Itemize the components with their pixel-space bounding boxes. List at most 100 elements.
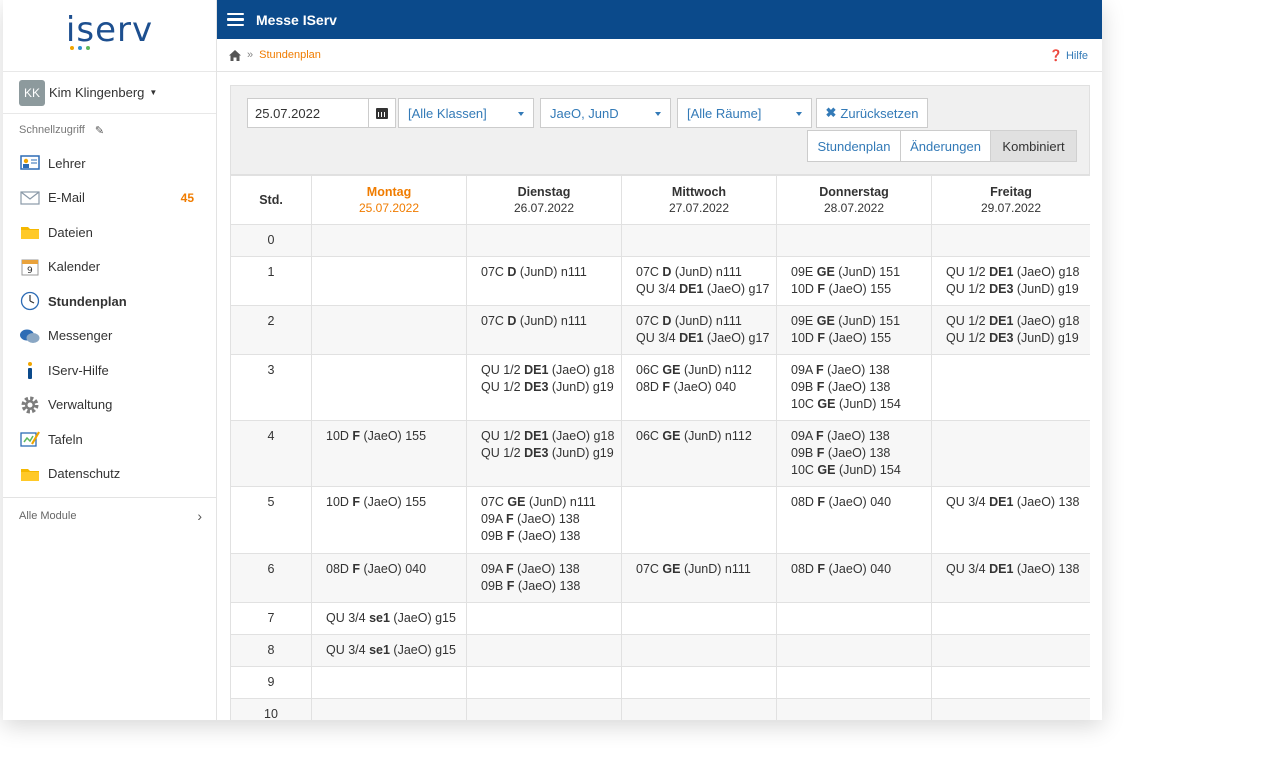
sidebar-item-tafeln[interactable]: Tafeln [3,422,216,457]
help-link[interactable]: ❓ Hilfe [1049,49,1088,62]
lesson-entry[interactable]: QU 3/4 se1 (JaeO) g15 [326,611,456,625]
lesson-entry[interactable]: QU 3/4 DE1 (JaeO) 138 [946,562,1080,576]
sidebar-item-iserv-hilfe[interactable]: IServ-Hilfe [3,353,216,388]
lesson-entry[interactable]: QU 1/2 DE1 (JaeO) g18 [481,363,615,377]
calendar-button[interactable] [368,98,396,128]
lesson-entry[interactable]: 09B F (JaeO) 138 [481,579,581,593]
lesson-cell-mittwoch[interactable]: 07C GE (JunD) n111 [621,553,777,603]
lesson-cell-donnerstag[interactable]: 08D F (JaeO) 040 [776,553,932,603]
lesson-entry[interactable]: QU 3/4 DE1 (JaeO) g17 [636,282,770,296]
reset-button[interactable]: ✖ Zurücksetzen [816,98,928,128]
view-stundenplan-button[interactable]: Stundenplan [807,130,901,162]
lesson-cell-donnerstag[interactable]: 09E GE (JunD) 151 10D F (JaeO) 155 [776,305,932,355]
lesson-entry[interactable]: 08D F (JaeO) 040 [636,380,737,394]
sidebar-item-dateien[interactable]: Dateien [3,215,216,250]
lesson-entry[interactable]: 09B F (JaeO) 138 [481,529,581,543]
lesson-entry[interactable]: 09A F (JaeO) 138 [791,363,890,377]
sidebar-item-lehrer[interactable]: Lehrer [3,146,216,181]
lesson-entry[interactable]: 09A F (JaeO) 138 [481,562,580,576]
lesson-cell-mittwoch[interactable]: 07C D (JunD) n111 QU 3/4 DE1 (JaeO) g17 [621,256,777,306]
lesson-entry[interactable]: 09E GE (JunD) 151 [791,314,901,328]
lesson-entry[interactable]: 07C D (JunD) n111 [636,314,742,328]
day-header-mittwoch[interactable]: Mittwoch 27.07.2022 [621,175,777,225]
lesson-entry[interactable]: 07C D (JunD) n111 [481,265,587,279]
lesson-entry[interactable]: 09A F (JaeO) 138 [481,512,580,526]
lesson-entry[interactable]: 08D F (JaeO) 040 [791,562,892,576]
user-menu[interactable]: KK Kim Klingenberg ▼ [3,72,216,114]
lesson-entry[interactable]: QU 1/2 DE3 (JunD) g19 [946,282,1079,296]
lesson-entry[interactable]: 07C GE (JunD) n111 [636,562,751,576]
lesson-cell-montag[interactable]: 10D F (JaeO) 155 [311,420,467,487]
day-header-dienstag[interactable]: Dienstag 26.07.2022 [466,175,622,225]
lesson-entry[interactable]: 08D F (JaeO) 040 [326,562,427,576]
day-header-freitag[interactable]: Freitag 29.07.2022 [931,175,1090,225]
lesson-cell-donnerstag[interactable]: 09A F (JaeO) 138 09B F (JaeO) 138 10C GE (… [776,354,932,421]
lesson-entry[interactable]: 10D F (JaeO) 155 [326,429,427,443]
lesson-entry[interactable]: QU 3/4 se1 (JaeO) g15 [326,643,456,657]
lesson-cell-dienstag[interactable]: 07C D (JunD) n111 [466,305,622,355]
lesson-cell-montag[interactable]: QU 3/4 se1 (JaeO) g15 [311,602,467,635]
lesson-entry[interactable]: 10C GE (JunD) 154 [791,463,901,477]
lesson-cell-dienstag[interactable]: QU 1/2 DE1 (JaeO) g18 QU 1/2 DE3 (JunD) g… [466,354,622,421]
lesson-entry[interactable]: 10D F (JaeO) 155 [326,495,427,509]
lesson-entry[interactable]: QU 1/2 DE1 (JaeO) g18 [946,265,1080,279]
lesson-cell-donnerstag[interactable]: 09E GE (JunD) 151 10D F (JaeO) 155 [776,256,932,306]
lesson-entry[interactable]: 07C GE (JunD) n111 [481,495,596,509]
lesson-entry[interactable]: QU 1/2 DE3 (JunD) g19 [481,380,614,394]
lesson-cell-donnerstag[interactable]: 09A F (JaeO) 138 09B F (JaeO) 138 10C GE (… [776,420,932,487]
lesson-entry[interactable]: QU 3/4 DE1 (JaeO) 138 [946,495,1080,509]
sidebar-item-datenschutz[interactable]: Datenschutz [3,457,216,492]
lesson-entry[interactable]: QU 1/2 DE1 (JaeO) g18 [946,314,1080,328]
day-header-donnerstag[interactable]: Donnerstag 28.07.2022 [776,175,932,225]
lesson-entry[interactable]: 09A F (JaeO) 138 [791,429,890,443]
lesson-entry[interactable]: 07C D (JunD) n111 [481,314,587,328]
sidebar-item-kalender[interactable]: 9 Kalender [3,250,216,285]
lesson-entry[interactable]: 10D F (JaeO) 155 [791,282,892,296]
date-input[interactable]: 25.07.2022 [247,98,391,128]
lesson-cell-dienstag[interactable]: 09A F (JaeO) 138 09B F (JaeO) 138 [466,553,622,603]
lesson-cell-mittwoch[interactable]: 06C GE (JunD) n112 [621,420,777,487]
lesson-entry[interactable]: 08D F (JaeO) 040 [791,495,892,509]
pencil-icon[interactable]: ✎ [94,124,105,137]
lesson-entry[interactable]: QU 3/4 DE1 (JaeO) g17 [636,331,770,345]
lesson-entry[interactable]: QU 1/2 DE3 (JunD) g19 [481,446,614,460]
lesson-cell-dienstag[interactable]: 07C D (JunD) n111 [466,256,622,306]
lesson-entry[interactable]: 07C D (JunD) n111 [636,265,742,279]
lesson-cell-mittwoch[interactable]: 07C D (JunD) n111 QU 3/4 DE1 (JaeO) g17 [621,305,777,355]
view-aenderungen-button[interactable]: Änderungen [900,130,991,162]
lesson-entry[interactable]: 09B F (JaeO) 138 [791,446,891,460]
lesson-entry[interactable]: 06C GE (JunD) n112 [636,429,752,443]
lesson-cell-dienstag[interactable]: QU 1/2 DE1 (JaeO) g18 QU 1/2 DE3 (JunD) g… [466,420,622,487]
lesson-cell-donnerstag[interactable]: 08D F (JaeO) 040 [776,486,932,554]
lesson-cell-dienstag[interactable]: 07C GE (JunD) n111 09A F (JaeO) 138 09B F … [466,486,622,554]
lesson-cell-montag[interactable]: 10D F (JaeO) 155 [311,486,467,554]
lesson-cell-freitag[interactable]: QU 1/2 DE1 (JaeO) g18 QU 1/2 DE3 (JunD) g… [931,305,1090,355]
lesson-cell-freitag[interactable]: QU 1/2 DE1 (JaeO) g18 QU 1/2 DE3 (JunD) g… [931,256,1090,306]
day-header-montag[interactable]: Montag 25.07.2022 [311,175,467,225]
sidebar-item-verwaltung[interactable]: Verwaltung [3,388,216,423]
sidebar-item-stundenplan[interactable]: Stundenplan [3,284,216,319]
sidebar-item-email[interactable]: E-Mail 45 [3,181,216,216]
room-select[interactable]: [Alle Räume] [677,98,812,128]
lesson-cell-freitag[interactable]: QU 3/4 DE1 (JaeO) 138 [931,486,1090,554]
iserv-logo[interactable]: iserv [3,0,216,72]
lesson-entry[interactable]: 10C GE (JunD) 154 [791,397,901,411]
breadcrumb-current[interactable]: Stundenplan [259,49,321,61]
sidebar-item-messenger[interactable]: Messenger [3,319,216,354]
lesson-cell-montag[interactable]: 08D F (JaeO) 040 [311,553,467,603]
view-kombiniert-button[interactable]: Kombiniert [990,130,1077,162]
lesson-entry[interactable]: 10D F (JaeO) 155 [791,331,892,345]
class-select[interactable]: [Alle Klassen] [398,98,534,128]
lesson-cell-freitag[interactable]: QU 3/4 DE1 (JaeO) 138 [931,553,1090,603]
lesson-entry[interactable]: QU 1/2 DE3 (JunD) g19 [946,331,1079,345]
hamburger-menu-icon[interactable] [227,12,244,27]
teacher-select[interactable]: JaeO, JunD [540,98,671,128]
lesson-entry[interactable]: 09E GE (JunD) 151 [791,265,901,279]
lesson-entry[interactable]: 09B F (JaeO) 138 [791,380,891,394]
all-modules-link[interactable]: Alle Module › [3,497,216,533]
lesson-cell-montag[interactable]: QU 3/4 se1 (JaeO) g15 [311,634,467,667]
home-icon[interactable] [229,49,241,61]
lesson-entry[interactable]: QU 1/2 DE1 (JaeO) g18 [481,429,615,443]
lesson-cell-mittwoch[interactable]: 06C GE (JunD) n112 08D F (JaeO) 040 [621,354,777,421]
lesson-entry[interactable]: 06C GE (JunD) n112 [636,363,752,377]
